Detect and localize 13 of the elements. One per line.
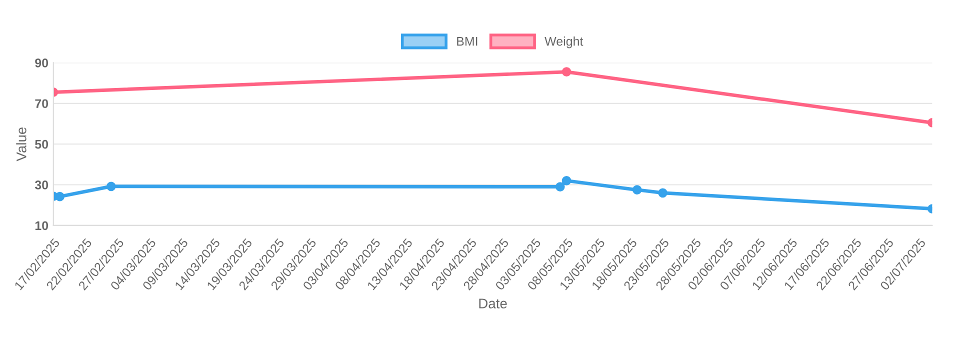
y-tick-label: 90 bbox=[35, 58, 48, 68]
y-tick-label: 50 bbox=[35, 140, 48, 149]
y-axis-title: Value bbox=[16, 127, 26, 162]
x-axis-title: Date bbox=[479, 298, 507, 308]
point bbox=[632, 185, 642, 195]
point bbox=[555, 182, 565, 192]
legend-label: Weight bbox=[544, 36, 584, 48]
point bbox=[658, 188, 668, 198]
point bbox=[562, 176, 572, 186]
legend-label: BMI bbox=[457, 37, 478, 46]
y-tick-label: 10 bbox=[35, 221, 48, 230]
y-tick-label: 70 bbox=[35, 99, 48, 108]
y-tick-label: 30 bbox=[34, 180, 48, 190]
